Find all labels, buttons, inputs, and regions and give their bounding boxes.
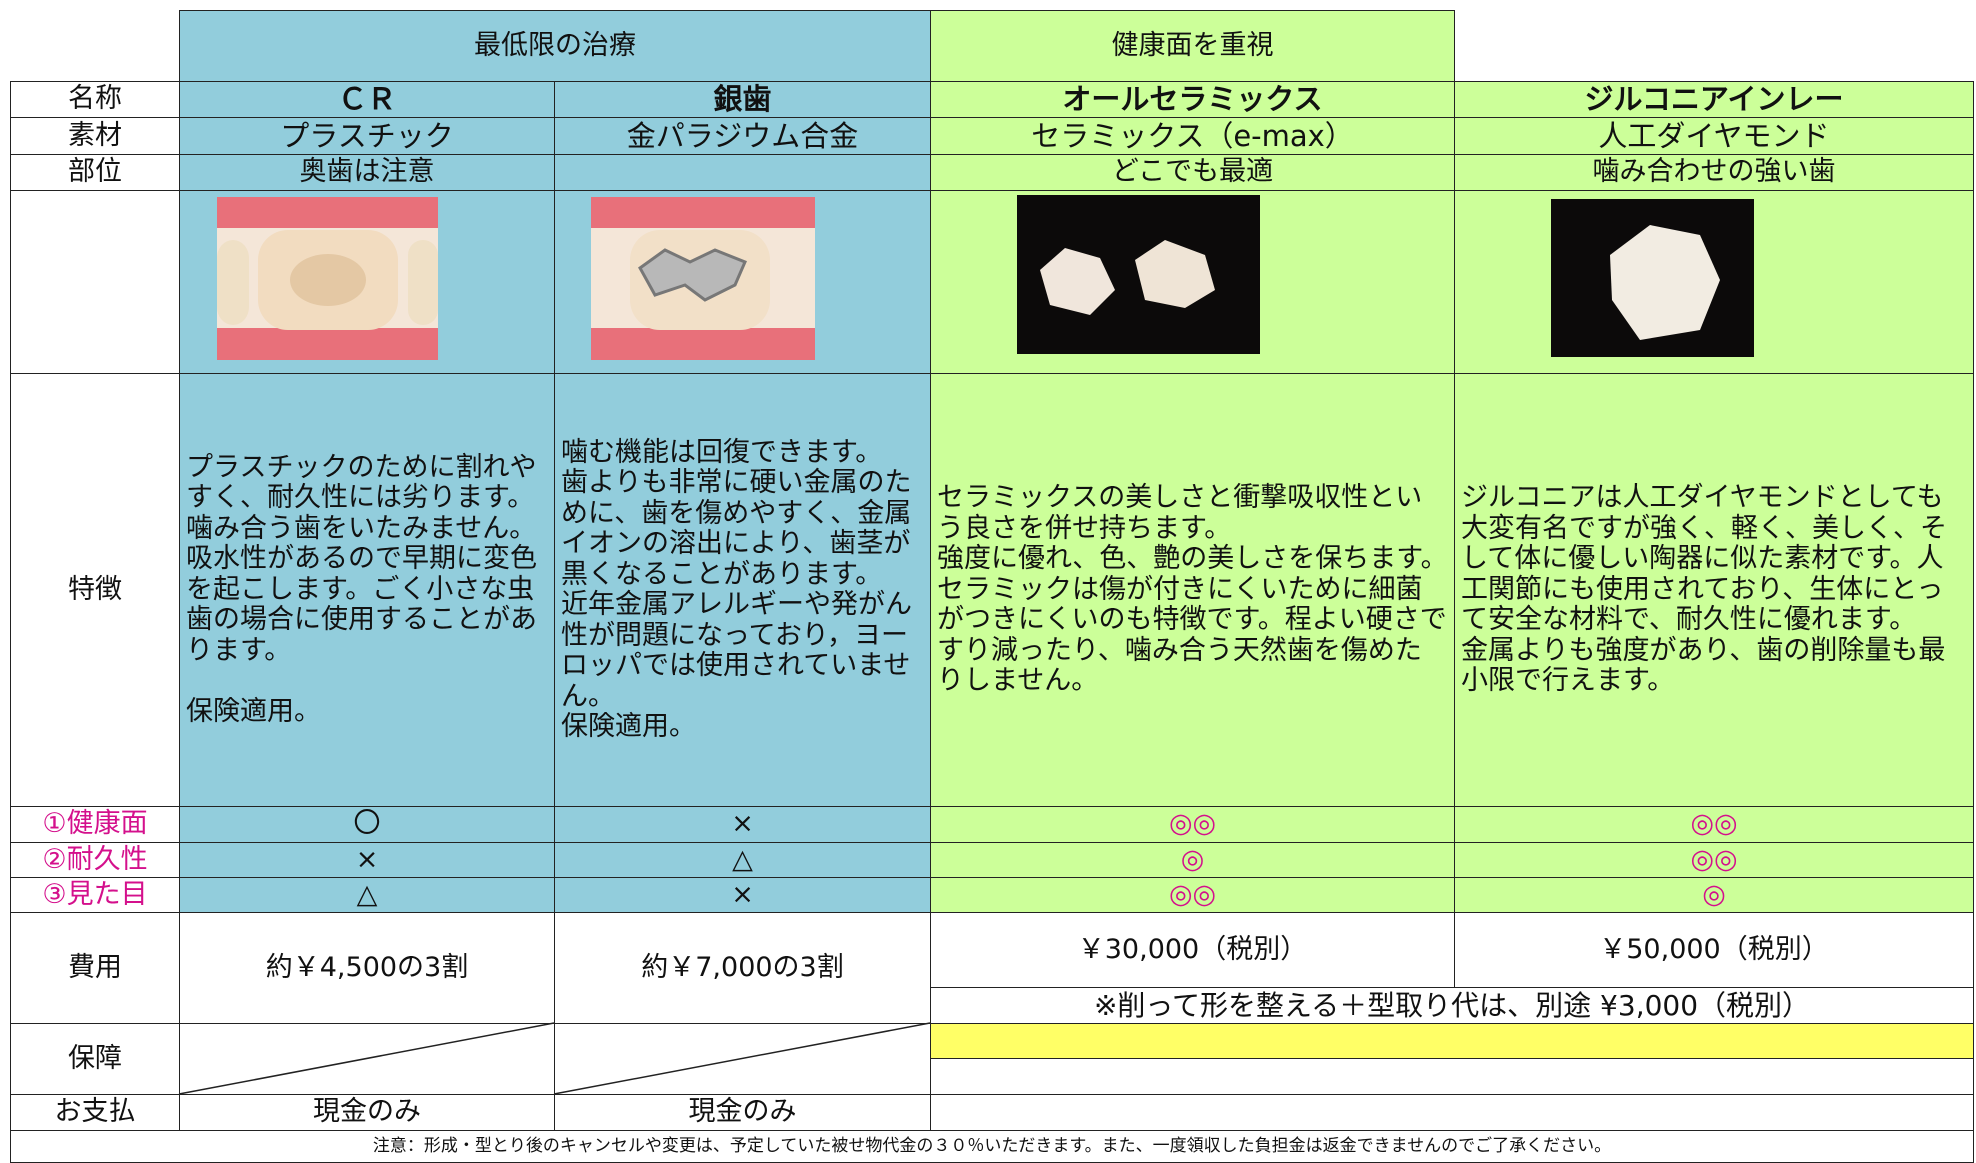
row-label: 素材 <box>10 117 180 155</box>
cell-name: ジルコニアインレー <box>1454 81 1974 118</box>
cell-looks: ◎ <box>1454 877 1974 913</box>
cell-material: 人工ダイヤモンド <box>1454 117 1974 155</box>
cell-health: ◎◎ <box>930 806 1455 843</box>
diagonal <box>553 1022 931 1095</box>
row-label: 名称 <box>10 81 180 118</box>
row-label: 保障 <box>10 1023 180 1095</box>
photo-silver <box>591 197 815 360</box>
cell-durability: △ <box>554 842 931 878</box>
cell-looks: × <box>554 877 931 913</box>
cell-features: 噛む機能は回復できます。 歯よりも非常に硬い金属のために、歯を傷めやすく、金属イ… <box>554 373 931 807</box>
cell-material: プラスチック <box>179 117 555 155</box>
cell-site: 噛み合わせの強い歯 <box>1454 154 1974 191</box>
cell-material: 金パラジウム合金 <box>554 117 931 155</box>
cell-cost: 約￥7,000の3割 <box>554 912 931 1024</box>
cell-looks: ◎◎ <box>930 877 1455 913</box>
cell-durability: ◎◎ <box>1454 842 1974 878</box>
cell-cost: ￥30,000（税別） <box>930 912 1455 988</box>
photo-ceramic <box>1017 195 1260 354</box>
row-label <box>10 190 180 374</box>
cell-name: ＣＲ <box>179 81 555 118</box>
cell-name: 銀歯 <box>554 81 931 118</box>
cell-features: プラスチックのために割れやすく、耐久性には劣ります。 噛み合う歯をいたみません。… <box>179 373 555 807</box>
group-header: 最低限の治療 <box>179 10 931 82</box>
cell-features: ジルコニアは人工ダイヤモンドとしても大変有名ですが強く、軽く、美しく、そして体に… <box>1454 373 1974 807</box>
cell-site: 奥歯は注意 <box>179 154 555 191</box>
footer-note: 注意：形成・型とり後のキャンセルや変更は、予定していた被せ物代金の３０％いただき… <box>10 1130 1974 1163</box>
cell-health: 〇 <box>179 806 555 843</box>
photo-cr <box>217 197 438 360</box>
row-label: 特徴 <box>10 373 180 807</box>
cell-features: セラミックスの美しさと衝撃吸収性という良さを併せ持ちます。 強度に優れ、色、艶の… <box>930 373 1455 807</box>
cell-payment <box>930 1094 1974 1131</box>
extra-cost-note: ※削って形を整える＋型取り代は、別途 ¥3,000（税別） <box>930 987 1974 1024</box>
cell-name: オールセラミックス <box>930 81 1455 118</box>
row-label: 費用 <box>10 912 180 1024</box>
row-label: ①健康面 <box>10 806 180 843</box>
photo-zirconia <box>1551 199 1754 357</box>
row-label: ②耐久性 <box>10 842 180 878</box>
cell-health: ◎◎ <box>1454 806 1974 843</box>
cell-cost: ￥50,000（税別） <box>1454 912 1974 988</box>
diagonal <box>178 1022 555 1095</box>
